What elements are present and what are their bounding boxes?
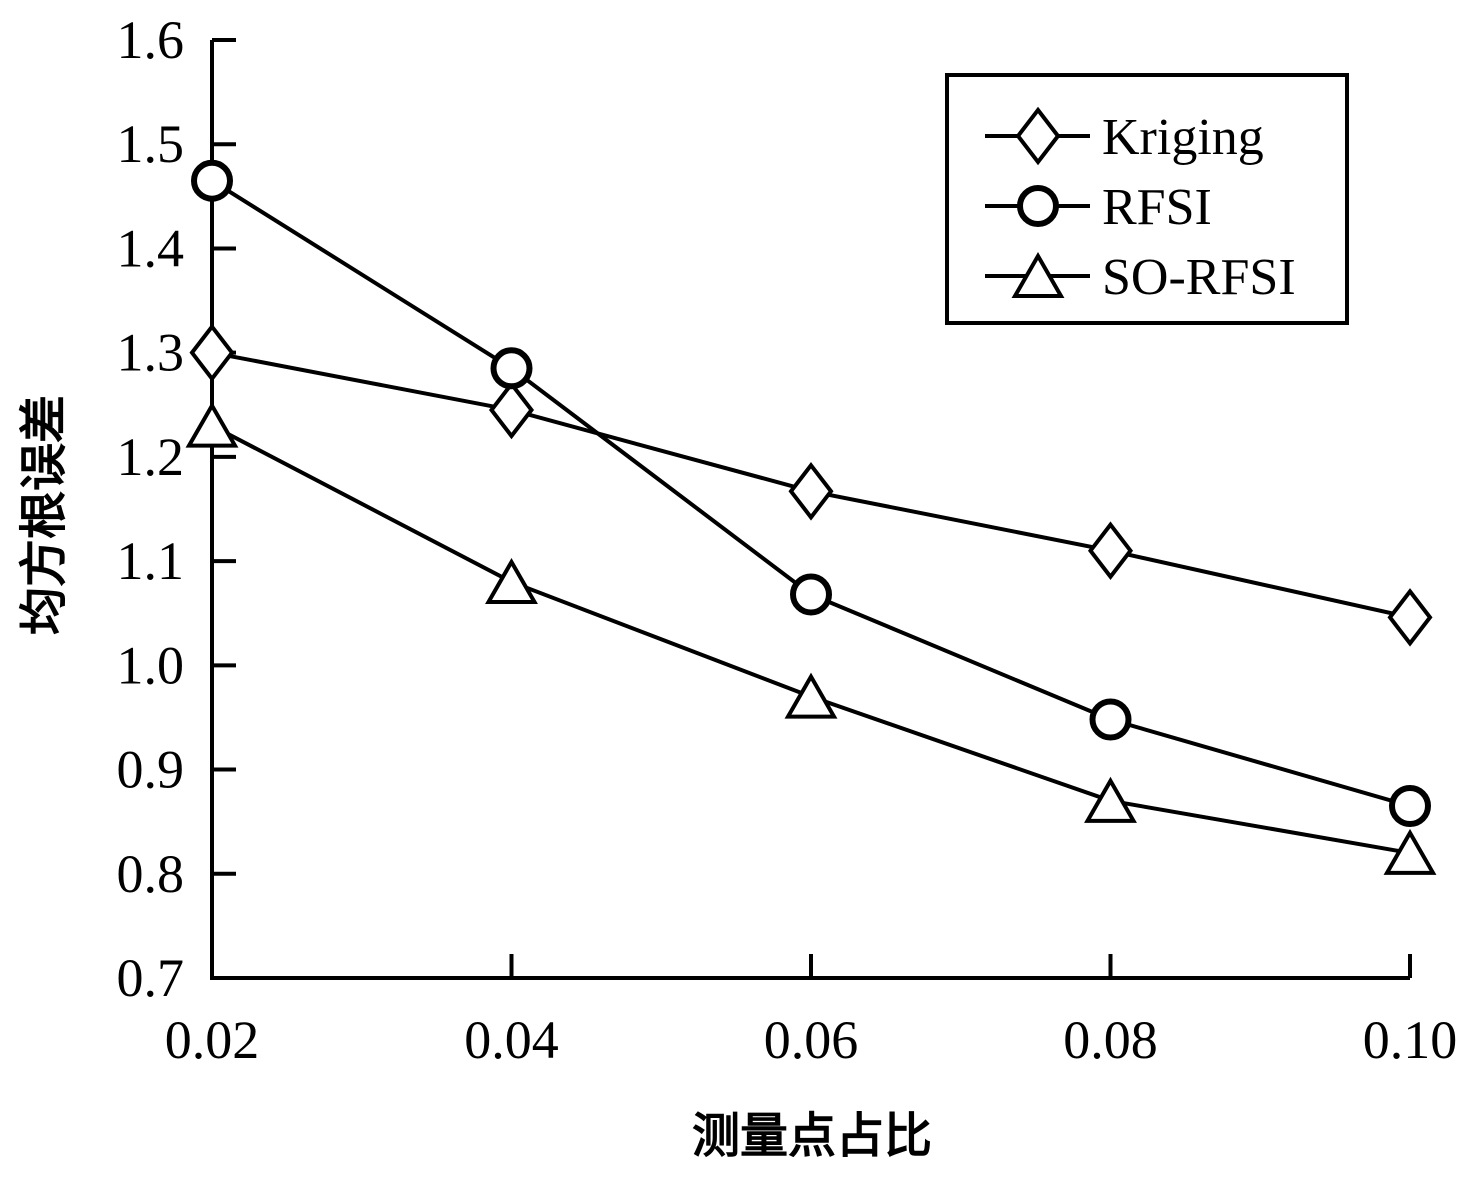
y-axis: 0.7 0.8 0.9 1.0 1.1 1.2 1.3 1.4 1.5 1.6: [117, 10, 236, 1008]
data-point-so-rfsi: [1383, 828, 1437, 875]
y-tick-label: 1.5: [117, 114, 185, 174]
x-tick-label: 0.06: [764, 1010, 859, 1070]
data-point-so-rfsi: [485, 557, 538, 604]
data-point-rfsi: [490, 347, 533, 390]
data-point-so-rfsi: [784, 672, 838, 719]
legend-box: [945, 73, 1349, 325]
y-tick-label: 1.3: [117, 323, 185, 383]
legend-label-so-rfsi: SO-RFSI: [1102, 249, 1296, 306]
legend-marker-rfsi: [1017, 185, 1059, 227]
x-axis: 0.02 0.04 0.06 0.08 0.10: [165, 954, 1458, 1070]
data-point-kriging: [488, 380, 535, 440]
x-tick-label: 0.10: [1363, 1010, 1458, 1070]
data-point-rfsi: [1389, 785, 1431, 828]
x-tick-label: 0.02: [165, 1010, 260, 1070]
x-tick-label: 0.08: [1063, 1010, 1158, 1070]
data-point-kriging: [1387, 588, 1433, 647]
data-point-so-rfsi: [185, 401, 239, 448]
legend-marker-so-rfsi: [1011, 251, 1065, 298]
data-point-kriging: [788, 462, 834, 521]
data-point-rfsi: [790, 573, 832, 616]
legend-marker-kriging: [1015, 106, 1061, 166]
x-tick-label: 0.04: [464, 1010, 559, 1070]
series-markers: [185, 159, 1437, 875]
legend-label-kriging: Kriging: [1102, 109, 1264, 166]
y-tick-label: 1.6: [117, 10, 185, 70]
data-point-kriging: [1087, 521, 1134, 580]
legend-label-rfsi: RFSI: [1102, 179, 1212, 236]
data-point-rfsi: [191, 159, 233, 202]
y-tick-label: 0.7: [117, 948, 185, 1008]
y-tick-label: 1.2: [117, 427, 185, 487]
y-tick-label: 0.8: [117, 844, 185, 904]
data-point-so-rfsi: [1084, 776, 1137, 823]
y-tick-label: 0.9: [117, 740, 185, 800]
y-axis-title: 均方根误差: [16, 395, 72, 635]
data-point-rfsi: [1089, 698, 1132, 741]
data-point-kriging: [189, 323, 235, 382]
y-tick-label: 1.4: [117, 218, 185, 278]
y-tick-label: 1.1: [117, 531, 185, 591]
y-tick-label: 1.0: [117, 635, 185, 695]
legend: Kriging RFSI SO-RFSI: [945, 73, 1349, 325]
x-axis-title: 测量点占比: [692, 1108, 932, 1164]
